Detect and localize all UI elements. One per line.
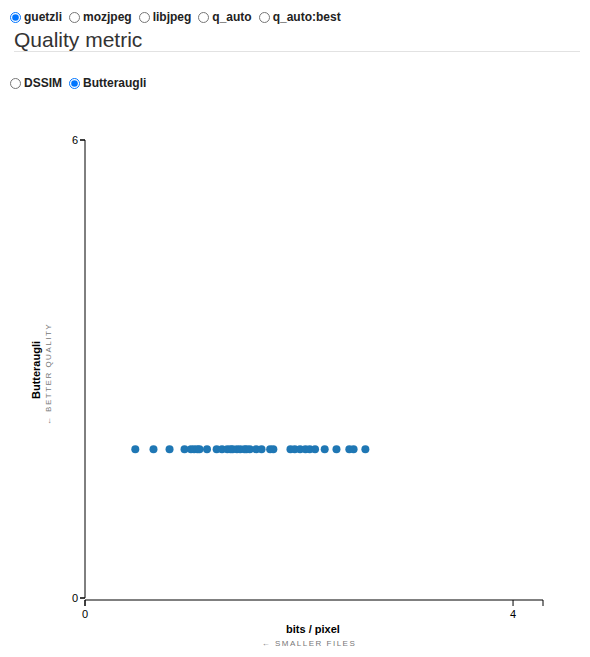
radio-button[interactable] (10, 78, 21, 89)
y-tick-label: 6 (72, 134, 78, 146)
point (311, 445, 319, 453)
point (361, 445, 369, 453)
radio-label[interactable]: guetzli (24, 10, 62, 24)
point (196, 445, 204, 453)
point (258, 445, 266, 453)
x-axis-line (85, 600, 543, 606)
radio-label[interactable]: Butteraugli (83, 76, 146, 90)
radio-button[interactable] (69, 78, 80, 89)
point (332, 445, 340, 453)
radio-label[interactable]: q_auto:best (273, 10, 341, 24)
point (269, 445, 277, 453)
radio-option[interactable]: Butteraugli (65, 76, 146, 90)
y-tick (80, 598, 85, 599)
radio-option[interactable]: mozjpeg (65, 10, 132, 24)
radio-option[interactable]: q_auto:best (255, 10, 341, 24)
radio-option[interactable]: guetzli (6, 10, 62, 24)
point (321, 445, 329, 453)
radio-option[interactable]: libjpeg (135, 10, 192, 24)
heading-rule (14, 51, 580, 52)
y-axis-hint: ← BETTER QUALITY (44, 323, 53, 425)
radio-label[interactable]: libjpeg (153, 10, 192, 24)
radio-label[interactable]: DSSIM (24, 76, 62, 90)
x-tick-label: 4 (510, 608, 516, 620)
radio-button[interactable] (10, 12, 21, 23)
x-axis-label: bits / pixel (286, 623, 340, 635)
y-axis-label: Butteraugli (30, 341, 42, 399)
x-axis-hint: ← SMALLER FILES (262, 639, 357, 648)
y-axis-line (80, 140, 85, 598)
radio-button[interactable] (259, 12, 270, 23)
y-tick (80, 140, 85, 141)
heading: Quality metric (14, 28, 142, 52)
x-tick (513, 600, 514, 606)
point (131, 445, 139, 453)
radio-option[interactable]: DSSIM (6, 76, 62, 90)
radio-label[interactable]: q_auto (212, 10, 251, 24)
point (149, 445, 157, 453)
point (166, 445, 174, 453)
metric-options: DSSIM Butteraugli (6, 76, 149, 90)
radio-button[interactable] (69, 12, 80, 23)
points (131, 445, 369, 453)
radio-button[interactable] (198, 12, 209, 23)
radio-option[interactable]: q_auto (194, 10, 251, 24)
x-tick (85, 600, 86, 606)
x-tick-label: 0 (82, 608, 88, 620)
radio-button[interactable] (139, 12, 150, 23)
encoder-options: guetzli mozjpeg libjpeg q_auto q_auto:best (6, 10, 344, 24)
point (350, 445, 358, 453)
y-tick-label: 0 (72, 592, 78, 604)
chart: 0604Butteraugli← BETTER QUALITYbits / pi… (0, 0, 590, 657)
radio-label[interactable]: mozjpeg (83, 10, 132, 24)
point (203, 445, 211, 453)
